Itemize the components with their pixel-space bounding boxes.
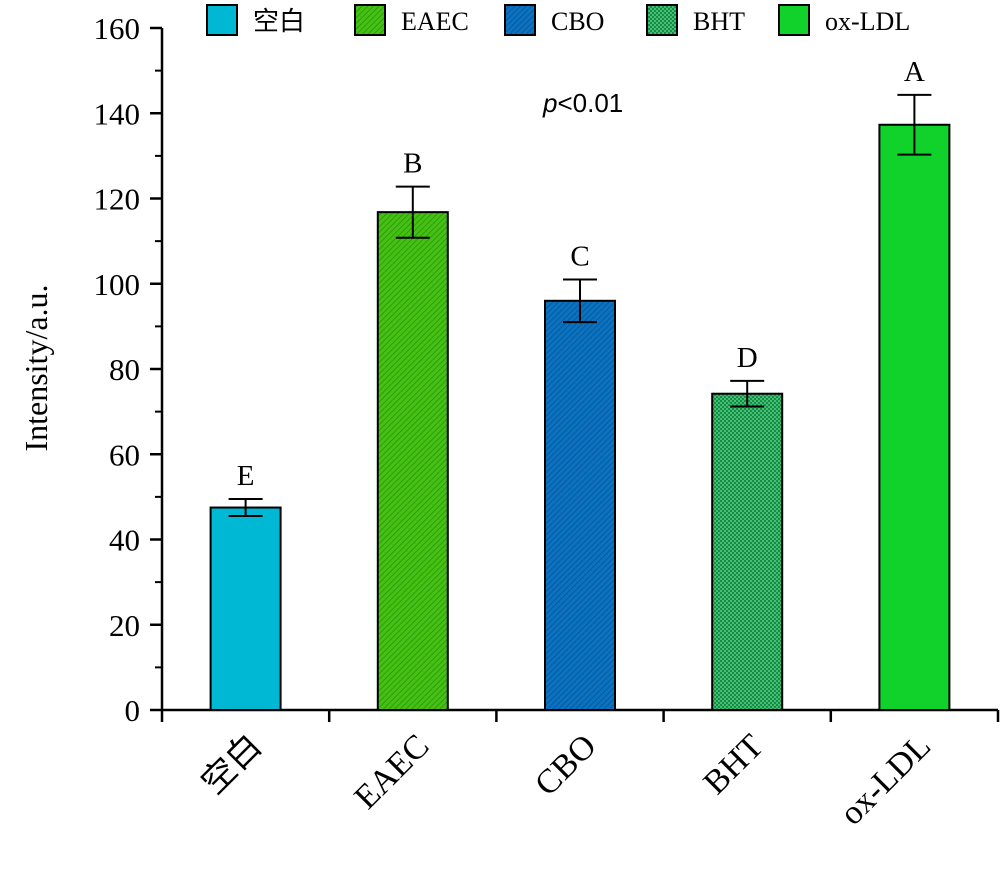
y-tick-label: 80 <box>109 352 140 387</box>
legend-label-4: ox-LDL <box>825 7 910 36</box>
bar-4 <box>878 123 951 712</box>
legend-label-0: 空白 <box>253 7 305 36</box>
y-tick-label: 120 <box>94 182 141 217</box>
legend-swatch-3 <box>646 4 678 36</box>
x-tick-label-2: CBO <box>528 727 604 803</box>
axes: 0 20 40 60 80 100 120 140 160 <box>94 11 1000 728</box>
x-axis-labels: 空白 EAEC CBO BHT ox-LDL <box>194 727 938 833</box>
legend-label-2: CBO <box>551 7 604 36</box>
y-tick-label: 160 <box>94 11 141 46</box>
significance-label-4: A <box>904 56 925 88</box>
legend: 空白 EAEC CBO BHT ox-LDL <box>206 4 910 36</box>
y-tick-label: 100 <box>94 267 141 302</box>
y-tick-label: 140 <box>94 96 141 131</box>
x-tick-label-0: 空白 <box>194 727 269 802</box>
y-tick-label: 0 <box>125 693 141 728</box>
x-tick-label-3: BHT <box>697 727 771 801</box>
p-value-italic: p <box>542 88 557 118</box>
legend-label-1: EAEC <box>401 7 469 36</box>
y-tick-label: 40 <box>109 523 140 558</box>
bar-0 <box>209 506 282 711</box>
p-value-annotation: p<0.01 <box>542 88 623 118</box>
y-tick-label: 60 <box>109 437 140 472</box>
x-tick-label-1: EAEC <box>348 727 437 816</box>
bar-3 <box>711 392 784 711</box>
significance-label-2: C <box>570 240 589 272</box>
y-axis-title: Intensity/a.u. <box>18 284 54 451</box>
significance-label-0: E <box>237 460 255 492</box>
significance-label-1: B <box>403 148 422 180</box>
significance-label-3: D <box>737 342 758 374</box>
bar-2 <box>544 299 616 711</box>
p-value-rest: <0.01 <box>557 88 623 118</box>
legend-label-3: BHT <box>693 7 745 36</box>
legend-swatch-0 <box>206 4 238 36</box>
bar-1 <box>376 211 449 711</box>
legend-swatch-2 <box>504 4 536 36</box>
x-tick-label-4: ox-LDL <box>833 727 938 832</box>
legend-swatch-1 <box>354 4 386 36</box>
legend-swatch-4 <box>778 4 810 36</box>
y-tick-label: 20 <box>109 608 140 643</box>
bars: E B C D A <box>209 56 951 712</box>
